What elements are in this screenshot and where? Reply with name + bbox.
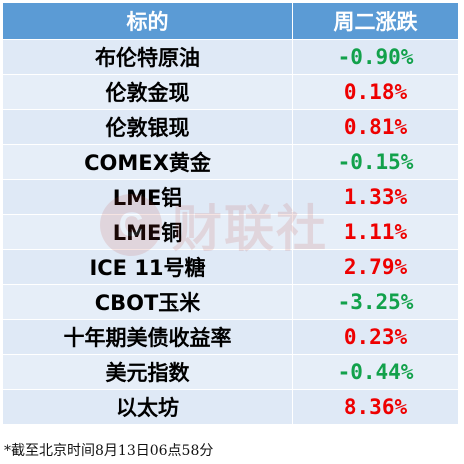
change-value: 1.11% (292, 214, 459, 250)
table-row: ICE 11号糖 2.79% (2, 249, 459, 285)
asset-name: 美元指数 (2, 354, 293, 390)
table-row: 以太坊 8.36% (2, 389, 459, 425)
change-value: -0.44% (292, 354, 459, 390)
table-row: 布伦特原油 -0.90% (2, 39, 459, 75)
table-row: 十年期美债收益率 0.23% (2, 319, 459, 355)
table-row: COMEX黄金 -0.15% (2, 144, 459, 180)
market-change-table: 标的 周二涨跌 布伦特原油 -0.90% 伦敦金现 0.18% 伦敦银现 0.81% COM… (2, 2, 459, 425)
table-row: 伦敦金现 0.18% (2, 74, 459, 110)
change-value: -0.90% (292, 39, 459, 75)
asset-name: 伦敦银现 (2, 109, 293, 145)
table-row: 伦敦银现 0.81% (2, 109, 459, 145)
change-value: -3.25% (292, 284, 459, 320)
change-value: 0.23% (292, 319, 459, 355)
table-row: LME铝 1.33% (2, 179, 459, 215)
change-value: 2.79% (292, 249, 459, 285)
change-value: 0.81% (292, 109, 459, 145)
asset-name: 伦敦金现 (2, 74, 293, 110)
header-asset: 标的 (2, 2, 293, 40)
asset-name: 布伦特原油 (2, 39, 293, 75)
asset-name: ICE 11号糖 (2, 249, 293, 285)
asset-name: LME铝 (2, 179, 293, 215)
table-row: LME铜 1.11% (2, 214, 459, 250)
asset-name: 以太坊 (2, 389, 293, 425)
footnote: *截至北京时间8月13日06点58分 (4, 443, 214, 459)
asset-name: LME铜 (2, 214, 293, 250)
table-header-row: 标的 周二涨跌 (2, 2, 459, 40)
header-change: 周二涨跌 (292, 2, 459, 40)
asset-name: 十年期美债收益率 (2, 319, 293, 355)
change-value: 1.33% (292, 179, 459, 215)
change-value: -0.15% (292, 144, 459, 180)
table-row: CBOT玉米 -3.25% (2, 284, 459, 320)
asset-name: COMEX黄金 (2, 144, 293, 180)
table-row: 美元指数 -0.44% (2, 354, 459, 390)
change-value: 0.18% (292, 74, 459, 110)
change-value: 8.36% (292, 389, 459, 425)
asset-name: CBOT玉米 (2, 284, 293, 320)
